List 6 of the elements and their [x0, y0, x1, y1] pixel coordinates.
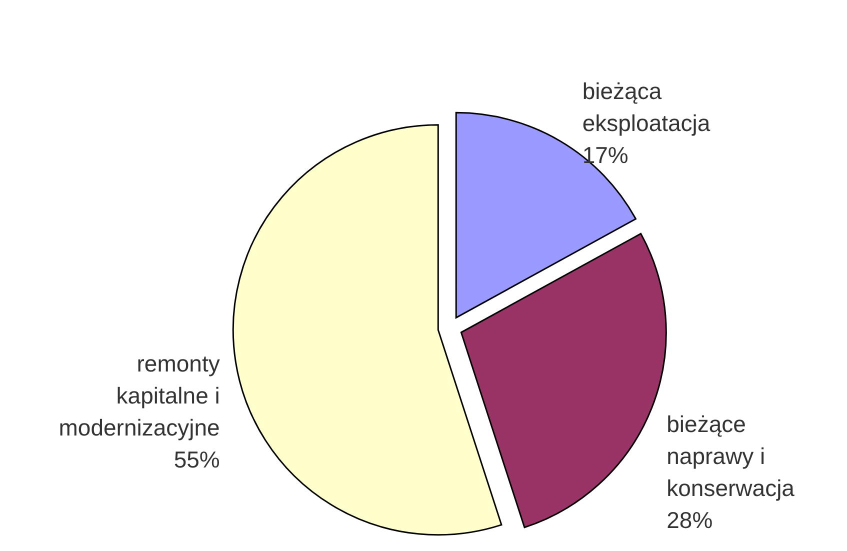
slice-label: bieżąca eksploatacja: [582, 78, 710, 136]
data-label: 55%: [174, 446, 220, 472]
slice-label: remonty kapitalne i modernizacyjne: [58, 350, 220, 440]
data-label: 28%: [666, 506, 713, 533]
data-label: 17%: [582, 142, 628, 168]
slice-label: bieżące naprawy i konserwacja: [666, 410, 795, 501]
